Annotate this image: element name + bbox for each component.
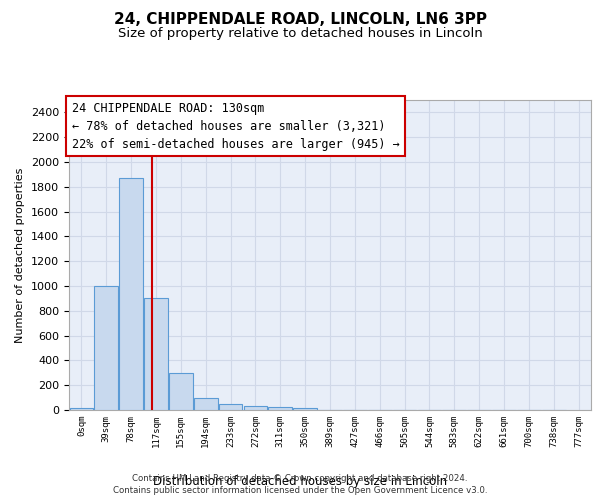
Bar [169,373,193,410]
Bar [244,406,267,410]
Text: Contains HM Land Registry data © Crown copyright and database right 2024.
Contai: Contains HM Land Registry data © Crown c… [113,474,487,495]
Bar [70,408,93,410]
Y-axis label: Number of detached properties: Number of detached properties [16,168,25,342]
Bar [119,178,143,410]
Text: 24 CHIPPENDALE ROAD: 130sqm
← 78% of detached houses are smaller (3,321)
22% of : 24 CHIPPENDALE ROAD: 130sqm ← 78% of det… [71,102,400,150]
Text: Distribution of detached houses by size in Lincoln: Distribution of detached houses by size … [153,474,447,488]
Bar [293,408,317,410]
Bar [194,398,218,410]
Text: 24, CHIPPENDALE ROAD, LINCOLN, LN6 3PP: 24, CHIPPENDALE ROAD, LINCOLN, LN6 3PP [113,12,487,28]
Bar [268,407,292,410]
Bar [144,298,168,410]
Bar [219,404,242,410]
Bar [94,286,118,410]
Text: Size of property relative to detached houses in Lincoln: Size of property relative to detached ho… [118,28,482,40]
